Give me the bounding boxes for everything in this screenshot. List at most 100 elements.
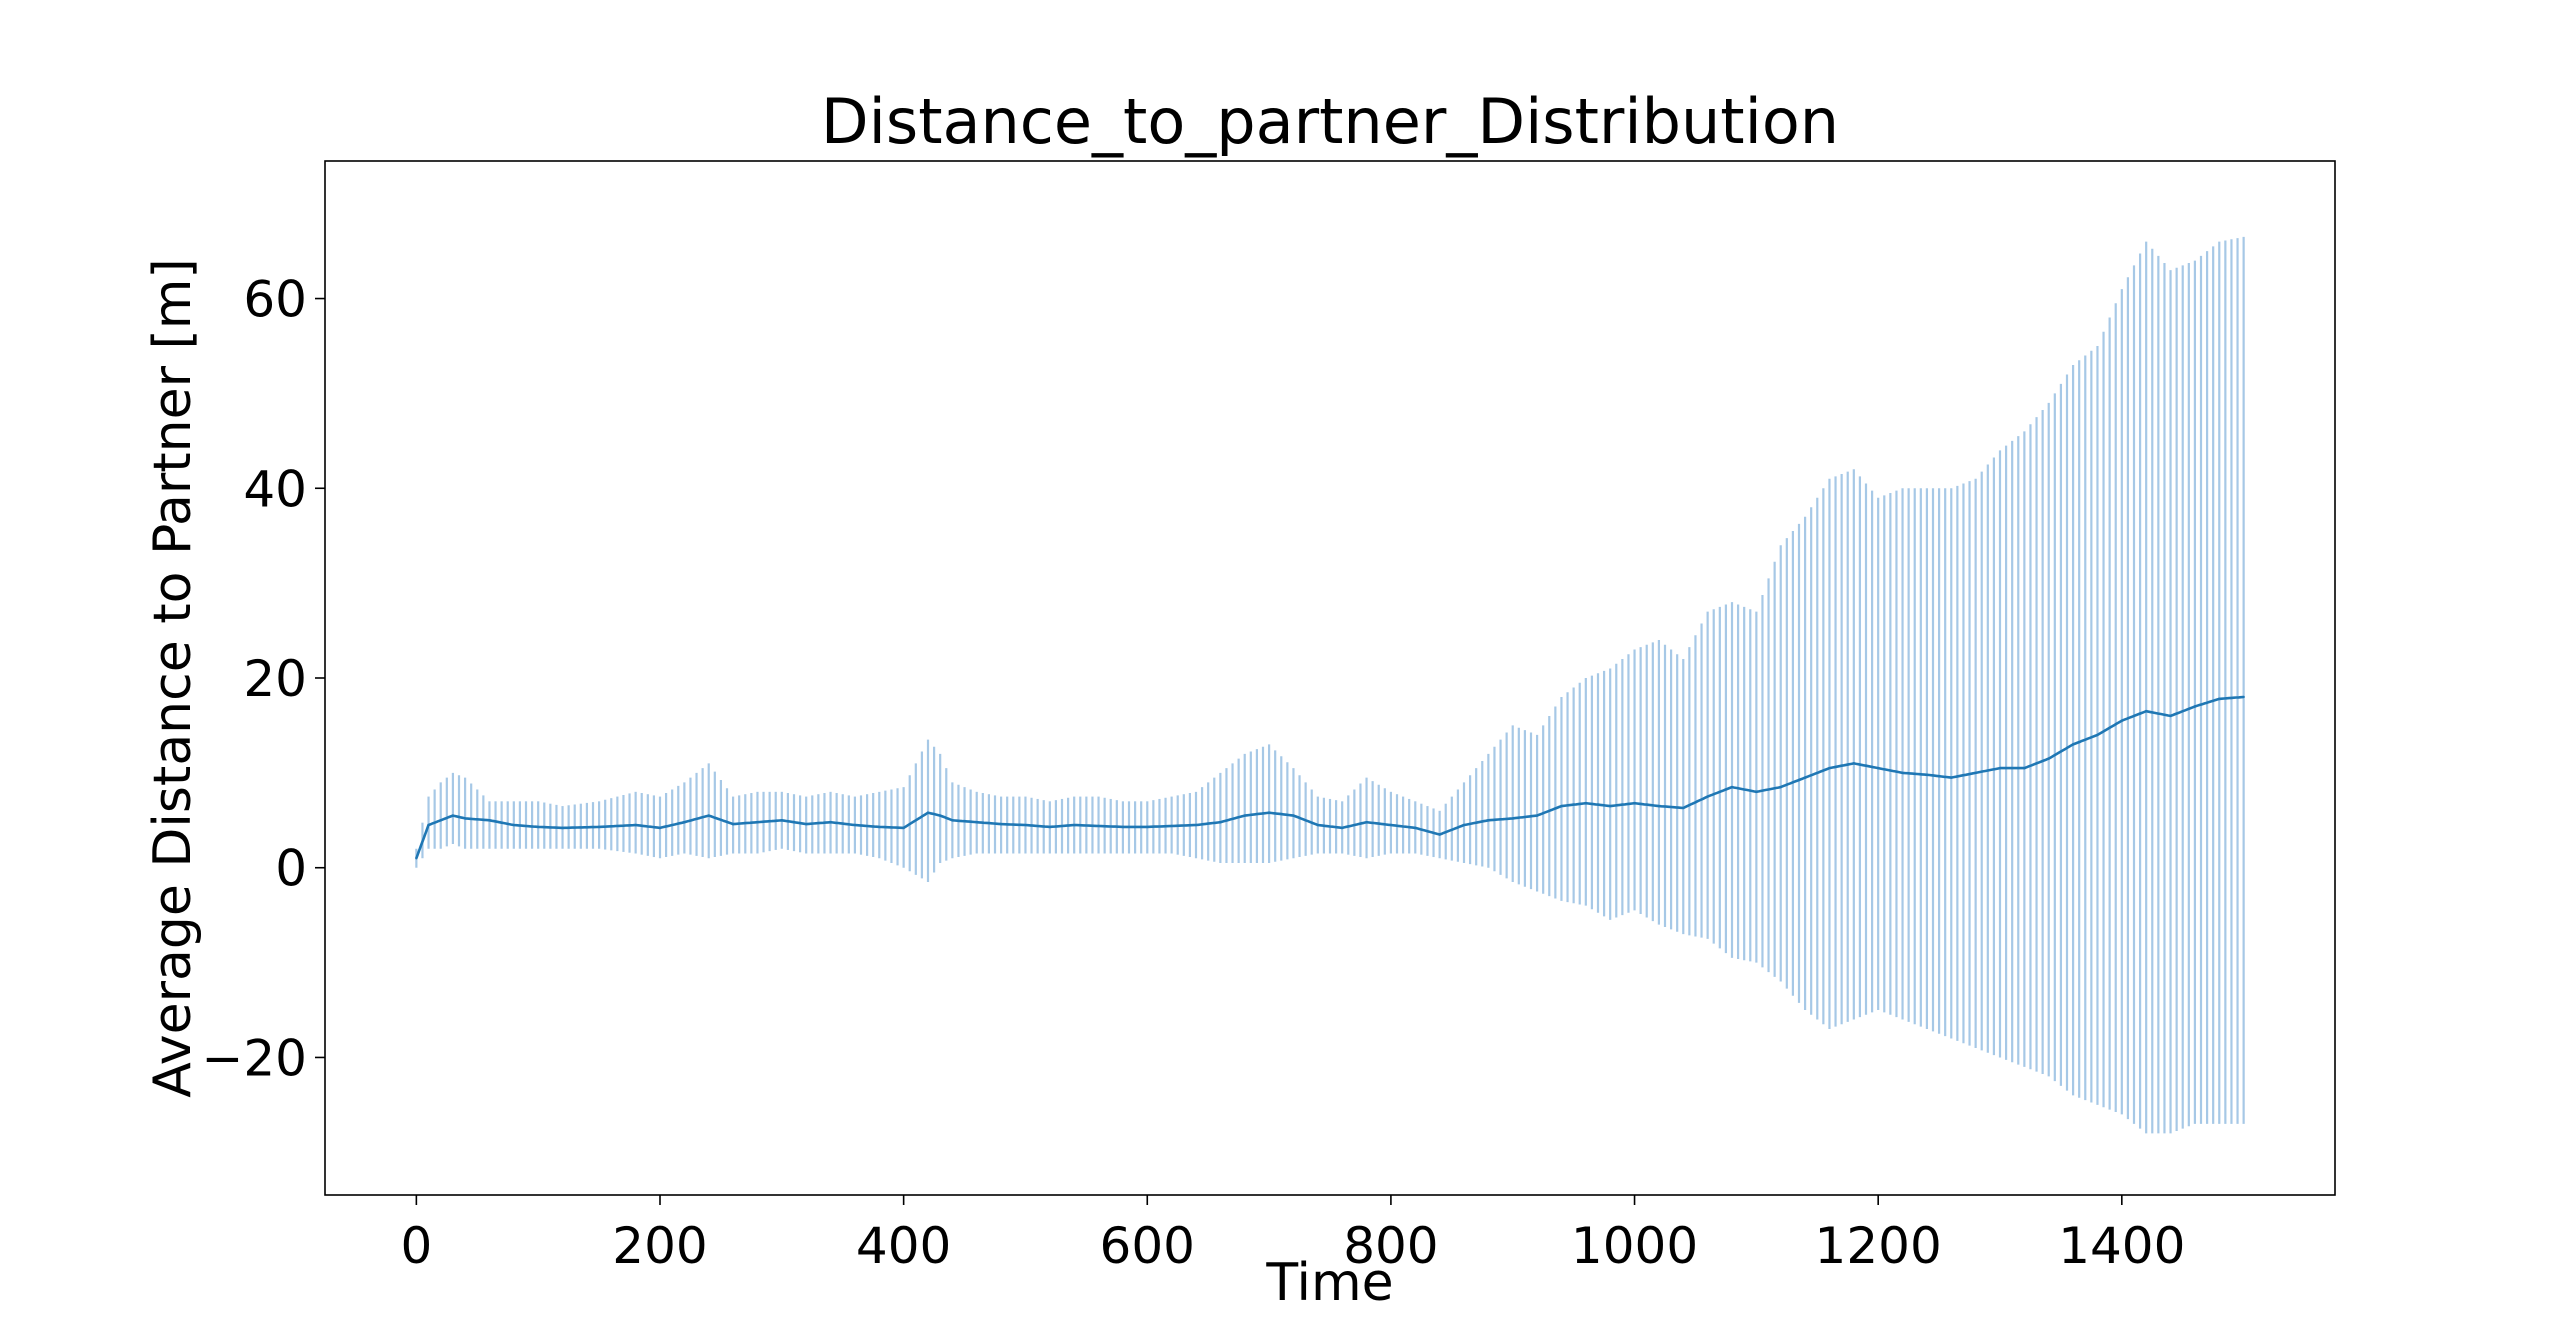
data-point — [488, 819, 491, 822]
y-tick-label: 0 — [275, 840, 307, 898]
data-point — [1121, 825, 1125, 829]
data-point — [1730, 785, 1734, 789]
y-tick-label: 20 — [243, 650, 307, 708]
data-point — [1560, 804, 1563, 808]
data-point — [1706, 795, 1709, 798]
data-point — [439, 819, 442, 822]
plot-frame — [324, 160, 2336, 1196]
data-point — [427, 823, 430, 827]
data-point — [1048, 825, 1052, 829]
data-point — [1974, 771, 1977, 775]
data-point — [683, 820, 686, 824]
error-band — [415, 236, 2245, 1134]
data-point — [1828, 766, 1831, 770]
data-point — [2096, 733, 2099, 737]
data-point — [1901, 771, 1904, 775]
data-point — [926, 811, 930, 814]
series-line — [415, 695, 2244, 859]
data-point — [1316, 823, 1320, 827]
data-point — [780, 819, 784, 822]
x-axis-label: Time — [1265, 1253, 1393, 1313]
data-point — [2071, 743, 2075, 746]
data-point — [1072, 823, 1076, 827]
data-point — [1267, 811, 1271, 814]
data-point — [1803, 776, 1807, 779]
chart-title: Distance_to_partner_Distribution — [821, 85, 1839, 158]
data-point — [1292, 814, 1295, 817]
data-point — [2120, 719, 2124, 722]
data-point — [938, 814, 942, 817]
x-tick-label: 400 — [856, 1217, 951, 1275]
data-point — [1511, 817, 1514, 820]
data-point — [634, 823, 637, 827]
data-point — [1682, 806, 1685, 810]
data-point — [975, 820, 978, 824]
data-point — [999, 822, 1003, 826]
x-tick-label: 1000 — [1571, 1217, 1698, 1275]
data-point — [1608, 804, 1612, 808]
data-point — [658, 826, 662, 830]
data-point — [415, 857, 418, 860]
x-tick-label: 1400 — [2058, 1217, 2185, 1275]
data-point — [1024, 823, 1027, 827]
data-point — [1535, 814, 1539, 817]
data-point — [1755, 790, 1758, 794]
x-axis: 0 200 400 600 800 1000 1200 1400 — [400, 1195, 2185, 1275]
x-tick-label: 200 — [612, 1217, 707, 1275]
data-point — [2144, 710, 2148, 713]
data-point — [1146, 825, 1149, 829]
data-point — [1876, 766, 1880, 770]
data-point — [756, 820, 759, 824]
data-point — [1243, 814, 1246, 817]
x-tick-label: 800 — [1343, 1217, 1438, 1275]
x-tick-label: 1200 — [1815, 1217, 1942, 1275]
y-axis: −20 0 20 40 60 — [201, 271, 325, 1087]
x-tick-label: 600 — [1100, 1217, 1195, 1275]
data-point — [2242, 695, 2245, 699]
data-point — [951, 819, 954, 822]
data-point — [1365, 820, 1368, 824]
data-point — [1170, 824, 1173, 828]
data-point — [451, 814, 455, 817]
data-point — [1097, 824, 1100, 828]
y-axis-label: Average Distance to Partner [m] — [143, 258, 203, 1097]
data-point — [1438, 833, 1441, 836]
data-point — [2023, 766, 2026, 770]
data-point — [1389, 823, 1393, 827]
data-point — [853, 823, 857, 827]
data-point — [902, 826, 905, 830]
data-point — [1950, 776, 1953, 779]
data-point — [1462, 823, 1466, 827]
data-point — [1925, 773, 1929, 776]
data-point — [1657, 804, 1661, 808]
y-tick-label: −20 — [201, 1029, 307, 1087]
data-point — [463, 817, 467, 820]
data-point — [536, 825, 540, 829]
data-point — [512, 823, 516, 827]
data-point — [2047, 757, 2050, 760]
data-point — [1487, 819, 1490, 822]
data-point — [878, 825, 881, 829]
data-point — [561, 826, 564, 830]
data-point — [1633, 802, 1636, 805]
data-point — [1852, 762, 1856, 765]
data-point — [1779, 785, 1782, 789]
y-tick-label: 60 — [243, 271, 307, 329]
data-point — [1194, 823, 1198, 827]
data-point — [597, 825, 601, 829]
data-point — [1584, 802, 1588, 805]
data-point — [1219, 820, 1222, 824]
data-point — [804, 822, 808, 826]
data-point — [1340, 826, 1344, 830]
data-point — [731, 822, 735, 826]
plot-area — [415, 236, 2245, 1134]
data-point — [2218, 697, 2221, 701]
x-tick-label: 0 — [400, 1217, 432, 1275]
data-point — [2193, 705, 2197, 708]
data-point — [2169, 714, 2172, 718]
y-tick-label: 40 — [243, 460, 307, 518]
data-point — [1414, 826, 1417, 830]
data-point — [829, 820, 832, 824]
data-point — [1998, 766, 2002, 770]
